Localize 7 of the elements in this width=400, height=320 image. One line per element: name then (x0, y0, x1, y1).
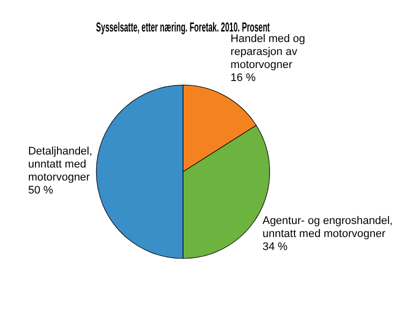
slice-label: Handel med og reparasjon av motorvogner (230, 32, 306, 71)
slice-label: Agentur- og engroshandel, unntatt med motorvogner (262, 215, 393, 240)
data-label: 16 % (230, 72, 256, 84)
data-label: 34 % (262, 241, 288, 254)
chart-title: Sysselsatte, etter næring. Foretak. 2010. Prosent (96, 20, 270, 36)
slice-label: Detaljhandel, unntatt med motorvogner (28, 145, 92, 184)
data-label: 50 % (28, 184, 54, 196)
